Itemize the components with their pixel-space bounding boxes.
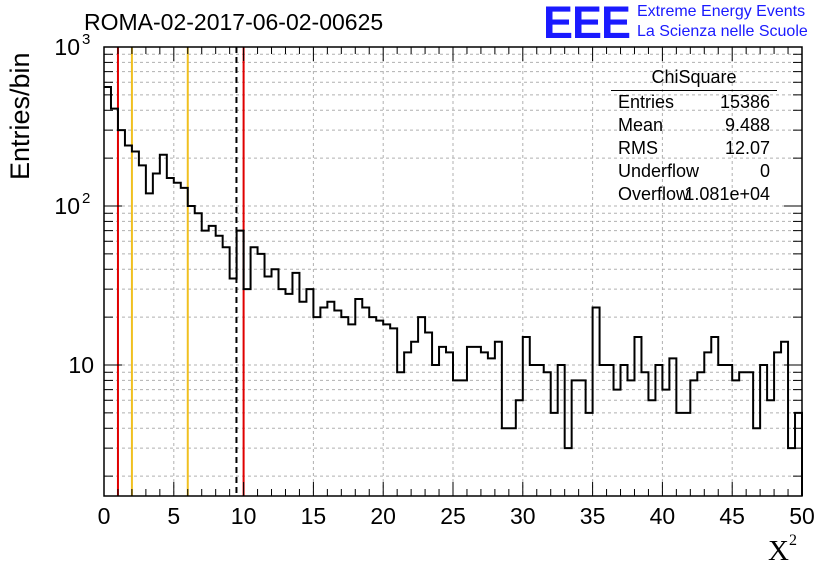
stats-key: Mean xyxy=(618,115,664,135)
histogram-series xyxy=(104,86,803,496)
chart-title: ROMA-02-2017-06-02-00625 xyxy=(84,9,384,35)
x-tick-label: 45 xyxy=(719,503,745,529)
axis-ticks xyxy=(103,46,803,496)
stats-row-rms: RMS 12.07 xyxy=(618,138,770,160)
x-tick-label: 30 xyxy=(510,503,536,529)
x-axis-label-text: X xyxy=(768,535,789,567)
stats-value: 15386 xyxy=(719,92,770,112)
stats-divider xyxy=(611,90,777,91)
x-tick-label: 40 xyxy=(650,503,676,529)
stats-key: RMS xyxy=(618,138,658,158)
x-tick-label: 50 xyxy=(789,503,815,529)
y-tick-label: 10 xyxy=(68,352,94,378)
y-tick-label-exp: 3 xyxy=(82,31,90,48)
x-axis-label-sup: 2 xyxy=(788,532,797,550)
x-tick-label: 5 xyxy=(167,503,180,529)
eee-logo: EEE xyxy=(543,0,631,48)
stats-value: 1.081e+04 xyxy=(684,184,770,204)
y-tick-label-exp: 2 xyxy=(82,190,90,207)
y-axis-label: Entries/bin xyxy=(5,52,35,180)
logo-text-line2: La Scienza nelle Scuole xyxy=(637,23,808,40)
stats-value: 0 xyxy=(759,161,770,181)
x-axis-label: X2 xyxy=(768,532,797,568)
stats-row-underflow: Underflow 0 xyxy=(618,161,770,183)
stats-title: ChiSquare xyxy=(651,67,737,87)
stats-row-overflow: Overflow 1.081e+04 xyxy=(618,184,770,206)
x-tick-label: 10 xyxy=(231,503,257,529)
y-tick-label: 10 xyxy=(54,193,80,219)
y-tick-label: 10 xyxy=(54,34,80,60)
stats-row-mean: Mean 9.488 xyxy=(618,115,770,137)
stats-key: Overflow xyxy=(618,184,690,204)
stats-value: 9.488 xyxy=(724,115,770,135)
stats-key: Underflow xyxy=(618,161,700,181)
stats-box: ChiSquare Entries 15386 Mean 9.488 RMS 1… xyxy=(611,67,777,205)
stats-key: Entries xyxy=(618,92,675,112)
stats-row-entries: Entries 15386 xyxy=(618,92,770,114)
x-tick-label: 25 xyxy=(440,503,466,529)
x-tick-label: 20 xyxy=(370,503,396,529)
stats-value: 12.07 xyxy=(724,138,770,158)
logo-text-line1: Extreme Energy Events xyxy=(637,3,806,20)
x-tick-label: 35 xyxy=(580,503,606,529)
x-tick-label: 0 xyxy=(98,503,111,529)
x-tick-label: 15 xyxy=(301,503,327,529)
